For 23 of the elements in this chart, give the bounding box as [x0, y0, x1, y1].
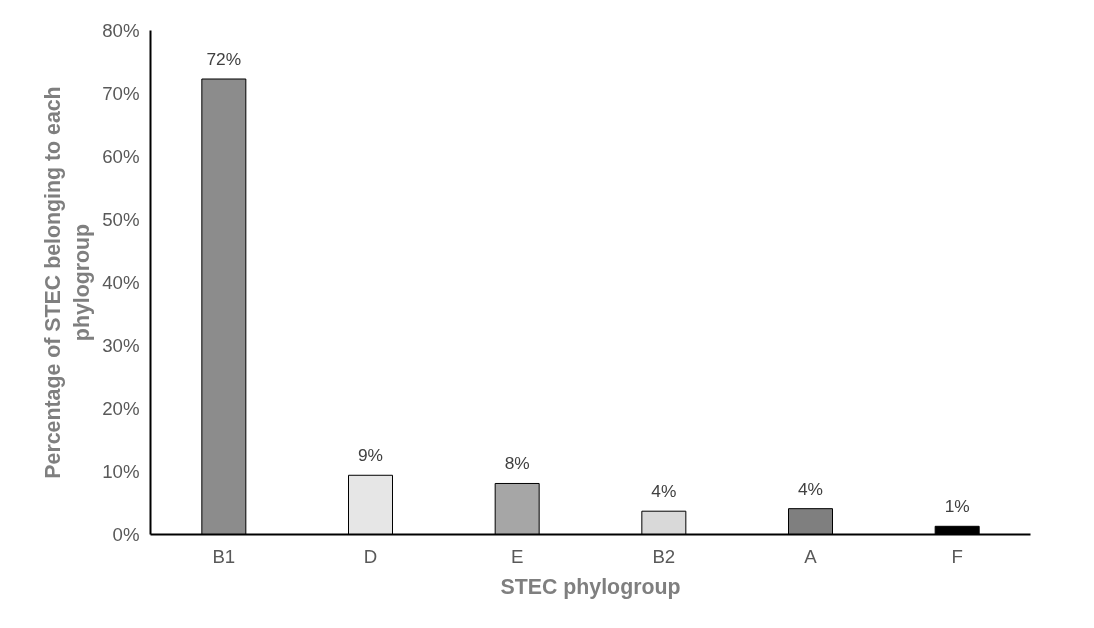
y-tick-label: 60%	[102, 146, 140, 167]
data-label: 4%	[797, 478, 824, 499]
x-tick-label: F	[951, 545, 963, 567]
y-tick-label: 70%	[102, 83, 140, 104]
x-tick-label: B1	[212, 545, 236, 567]
x-tick-label: B2	[652, 545, 676, 567]
data-label: 72%	[206, 49, 242, 70]
y-tick-label: 20%	[102, 398, 140, 419]
data-label: 8%	[504, 453, 530, 474]
x-tick-label: A	[804, 545, 818, 567]
x-axis-title: STEC phylogroup	[500, 574, 681, 599]
data-label: 4%	[651, 481, 677, 502]
data-label: 9%	[357, 445, 384, 466]
y-tick-label: 50%	[102, 209, 140, 230]
y-tick-label: 0%	[112, 524, 140, 545]
x-tick-label: E	[510, 545, 524, 567]
data-label: 1%	[944, 496, 970, 517]
y-tick-label: 30%	[102, 335, 140, 356]
x-tick-label: D	[363, 545, 378, 567]
y-tick-label: 80%	[102, 20, 140, 41]
y-axis-title: Percentage of STEC belonging to each phylogroup	[41, 86, 95, 479]
y-tick-label: 40%	[102, 272, 140, 293]
y-tick-label: 10%	[102, 461, 140, 482]
